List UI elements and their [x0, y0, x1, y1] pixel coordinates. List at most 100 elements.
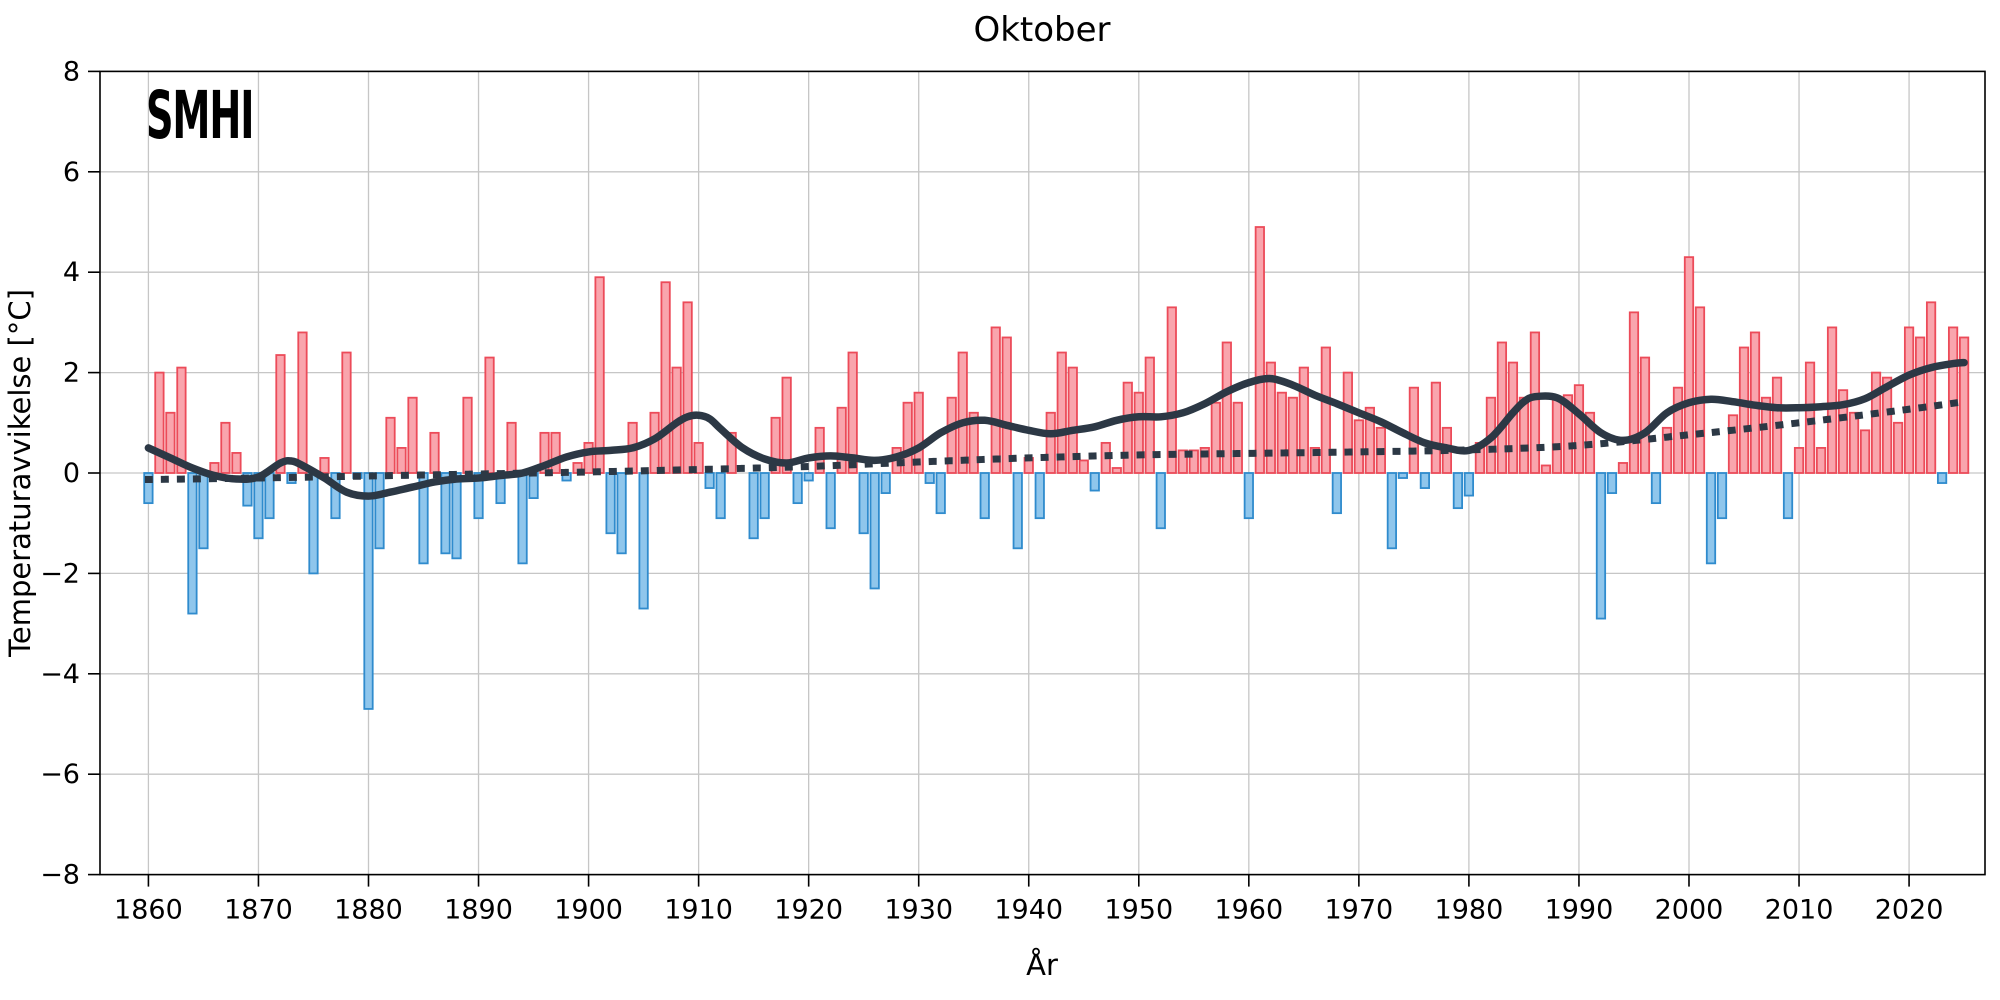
anomaly-bar: [473, 472, 484, 520]
anomaly-bar: [1815, 446, 1827, 474]
anomaly-bar: [1496, 341, 1508, 474]
anomaly-bar: [1650, 472, 1662, 505]
anomaly-bar: [1573, 384, 1585, 474]
x-tick-label: 1940: [994, 895, 1063, 926]
anomaly-bar: [913, 391, 924, 474]
anomaly-bar: [231, 452, 242, 474]
anomaly-bar: [957, 351, 968, 474]
anomaly-bar: [1232, 401, 1243, 474]
x-tick-label: 1910: [664, 895, 733, 926]
anomaly-bar: [682, 301, 693, 474]
anomaly-bar: [1639, 356, 1651, 474]
y-tick-label: 6: [63, 157, 80, 188]
anomaly-bar: [979, 472, 990, 520]
anomaly-bar: [1298, 366, 1309, 474]
anomaly-bar: [1936, 472, 1948, 484]
anomaly-bar: [1452, 472, 1464, 510]
x-tick-label: 1960: [1214, 895, 1283, 926]
anomaly-bar: [1826, 326, 1838, 474]
anomaly-bar: [1694, 306, 1706, 474]
anomaly-bar: [1606, 472, 1618, 494]
y-tick-label: 0: [63, 458, 80, 489]
anomaly-bar: [946, 396, 957, 474]
anomaly-bar: [1859, 429, 1871, 474]
anomaly-bar: [374, 472, 385, 550]
anomaly-bar: [715, 472, 726, 520]
anomaly-bar: [748, 472, 759, 540]
y-tick-label: 2: [63, 358, 80, 389]
anomaly-bar: [693, 441, 704, 474]
anomaly-bar: [1309, 446, 1320, 474]
anomaly-bar: [1353, 419, 1364, 474]
anomaly-bar: [770, 416, 781, 474]
anomaly-bar: [1782, 472, 1794, 520]
anomaly-bar: [1331, 472, 1342, 515]
anomaly-bar: [1320, 346, 1331, 474]
anomaly-bar: [924, 472, 935, 484]
y-tick-label: 8: [63, 56, 80, 87]
anomaly-bar: [1529, 331, 1541, 474]
anomaly-bar: [902, 401, 913, 474]
y-tick-label: −4: [40, 659, 80, 690]
anomaly-bar: [165, 411, 176, 474]
anomaly-bar: [1683, 256, 1695, 474]
anomaly-bar: [1870, 371, 1882, 474]
anomaly-bar: [847, 351, 858, 474]
anomaly-bar: [1067, 366, 1078, 474]
anomaly-bar: [1243, 472, 1254, 520]
anomaly-bar: [1881, 376, 1893, 474]
anomaly-bar: [1111, 467, 1122, 474]
x-tick-label: 1890: [444, 895, 513, 926]
anomaly-bar: [1705, 472, 1717, 565]
anomaly-bar: [451, 472, 462, 560]
anomaly-bar: [792, 472, 803, 505]
anomaly-bar: [858, 472, 869, 535]
anomaly-bar: [1386, 472, 1397, 550]
anomaly-bar: [704, 472, 715, 489]
anomaly-bar: [616, 472, 627, 555]
y-tick-label: 4: [63, 257, 80, 288]
anomaly-bar: [1034, 472, 1045, 520]
x-tick-label: 1930: [884, 895, 953, 926]
x-tick-label: 1860: [114, 895, 183, 926]
anomaly-bar: [308, 472, 319, 575]
anomaly-bar: [506, 421, 517, 474]
anomaly-bar: [1628, 311, 1640, 474]
anomaly-bar: [363, 472, 374, 710]
anomaly-bar: [1408, 386, 1419, 474]
anomaly-bar: [968, 411, 979, 474]
anomaly-bar: [803, 472, 814, 482]
anomaly-bar: [242, 472, 253, 507]
lines-layer: [144, 358, 1969, 500]
anomaly-bar: [1056, 351, 1067, 474]
x-tick-label: 1990: [1545, 895, 1614, 926]
y-tick-label: −8: [40, 860, 80, 891]
y-axis-label: Temperaturavvikelse [°C]: [3, 289, 37, 658]
anomaly-bar: [1661, 426, 1673, 474]
x-tick-label: 1880: [334, 895, 403, 926]
anomaly-bar: [517, 472, 528, 565]
anomaly-bar: [220, 421, 231, 474]
x-axis-label: År: [1026, 948, 1058, 982]
anomaly-bar: [836, 406, 847, 474]
anomaly-bar: [1045, 411, 1056, 474]
anomaly-bar: [990, 326, 1001, 474]
anomaly-bar: [1716, 472, 1728, 520]
anomaly-bar: [1463, 472, 1475, 497]
anomaly-bar: [407, 396, 418, 474]
anomaly-bar: [1727, 414, 1739, 474]
axis-ticks-and-labels: 1860 1870 1880 1890 1900 1910 1920 1930 1940 1950…: [40, 56, 1943, 925]
anomaly-bar: [1903, 326, 1915, 474]
anomaly-bar: [1793, 446, 1805, 474]
anomaly-bar: [253, 472, 264, 540]
anomaly-bar: [1540, 464, 1552, 474]
anomaly-bar: [825, 472, 836, 530]
anomaly-bar: [198, 472, 209, 550]
anomaly-bar: [1837, 389, 1849, 474]
x-tick-label: 1900: [554, 895, 623, 926]
anomaly-bar: [1276, 391, 1287, 474]
anomaly-bar: [528, 472, 539, 500]
anomaly-bar: [385, 416, 396, 474]
